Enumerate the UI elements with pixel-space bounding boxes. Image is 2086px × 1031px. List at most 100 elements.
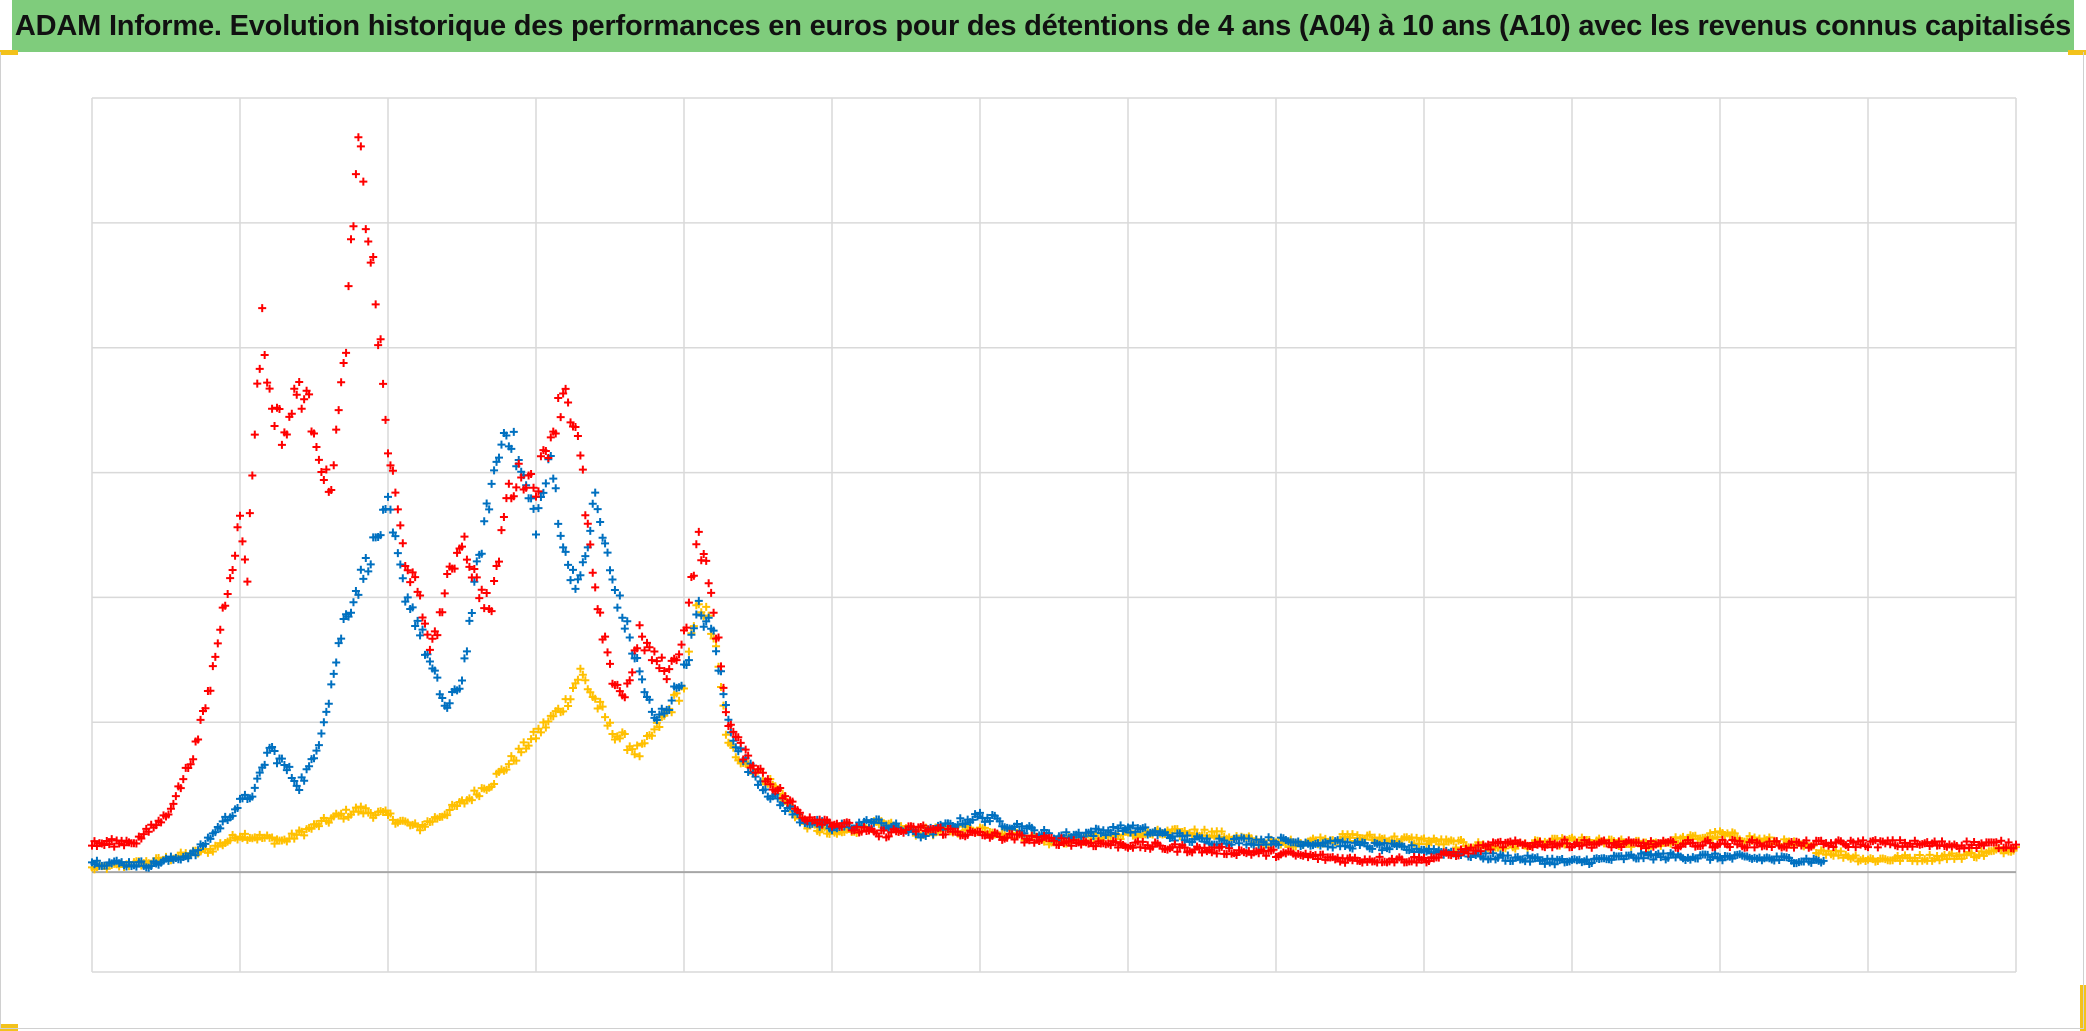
- data-point: [421, 822, 429, 831]
- data-point: [615, 687, 624, 696]
- data-point: [282, 430, 291, 439]
- data-point: [339, 814, 348, 823]
- data-point: [297, 404, 306, 413]
- data-point: [226, 836, 235, 845]
- data-point: [640, 739, 649, 748]
- data-point: [1321, 838, 1330, 847]
- data-point: [662, 675, 671, 684]
- data-point: [2004, 838, 2013, 847]
- data-point: [625, 633, 634, 642]
- data-point: [482, 589, 491, 598]
- data-point: [544, 717, 553, 726]
- data-point: [169, 799, 178, 808]
- data-point: [1198, 848, 1206, 857]
- data-point: [307, 824, 316, 833]
- data-point: [591, 583, 600, 592]
- data-point: [356, 802, 365, 811]
- data-point: [361, 225, 370, 234]
- data-point: [1947, 849, 1956, 858]
- data-point: [277, 754, 286, 763]
- data-point: [428, 634, 437, 643]
- data-point: [408, 603, 417, 612]
- data-point: [968, 815, 977, 824]
- data-point: [1484, 840, 1493, 849]
- data-point: [761, 785, 770, 794]
- data-point: [1476, 847, 1485, 856]
- data-point: [305, 390, 314, 399]
- data-point: [1718, 856, 1727, 865]
- data-point: [551, 429, 560, 438]
- data-point: [1962, 837, 1971, 846]
- data-point: [539, 488, 548, 497]
- data-point: [1748, 836, 1757, 845]
- data-point: [475, 594, 484, 603]
- data-point: [482, 499, 491, 508]
- data-point: [1713, 833, 1722, 842]
- data-point: [329, 669, 338, 678]
- data-point: [443, 570, 452, 579]
- data-point: [551, 484, 560, 493]
- data-point: [647, 656, 656, 665]
- data-point: [1318, 850, 1327, 859]
- data-point: [132, 839, 141, 848]
- data-point: [596, 608, 605, 617]
- data-point: [1967, 849, 1976, 858]
- data-point: [327, 680, 336, 689]
- data-point: [1708, 834, 1717, 843]
- data-point: [499, 513, 508, 522]
- data-point: [137, 857, 146, 866]
- data-point: [620, 624, 629, 633]
- data-point: [470, 577, 479, 586]
- data-point: [721, 701, 730, 710]
- data-point: [273, 759, 281, 768]
- data-point: [729, 727, 738, 736]
- data-point: [1711, 849, 1720, 858]
- data-point: [564, 702, 573, 711]
- data-point: [332, 658, 341, 667]
- data-point: [292, 830, 301, 839]
- data-point: [401, 561, 410, 570]
- data-point: [1262, 851, 1271, 860]
- data-point: [369, 253, 378, 262]
- data-point: [1888, 836, 1897, 845]
- data-point: [324, 699, 333, 708]
- data-point: [393, 505, 402, 514]
- data-point: [556, 531, 565, 540]
- data-point: [300, 776, 309, 785]
- data-point: [485, 505, 494, 514]
- data-point: [1254, 840, 1263, 849]
- data-point: [1062, 828, 1071, 837]
- data-point: [591, 488, 600, 497]
- data-point: [295, 378, 304, 387]
- data-point: [263, 378, 272, 387]
- data-point: [1294, 837, 1303, 846]
- data-point: [1412, 833, 1421, 842]
- data-point: [985, 817, 994, 826]
- data-point: [509, 427, 518, 436]
- data-point: [384, 449, 392, 458]
- data-point: [596, 517, 605, 526]
- data-point: [892, 819, 901, 828]
- data-point: [692, 610, 701, 619]
- data-point: [635, 667, 644, 676]
- data-point: [645, 643, 654, 652]
- data-point: [347, 235, 355, 244]
- data-point: [233, 803, 242, 812]
- data-point: [1607, 843, 1616, 852]
- data-point: [1390, 832, 1399, 841]
- data-point: [233, 523, 242, 532]
- corner-accent-top-left: [0, 50, 18, 55]
- data-point: [2012, 840, 2020, 849]
- data-point: [1871, 836, 1880, 845]
- data-point: [512, 483, 521, 492]
- data-point: [403, 566, 412, 575]
- data-point: [231, 551, 240, 560]
- data-point: [1585, 838, 1594, 847]
- data-point: [721, 730, 730, 739]
- data-point: [1235, 839, 1243, 848]
- data-point: [208, 662, 217, 671]
- data-point: [1412, 858, 1421, 867]
- data-point: [347, 608, 355, 617]
- data-point: [522, 483, 531, 492]
- data-point: [201, 704, 210, 713]
